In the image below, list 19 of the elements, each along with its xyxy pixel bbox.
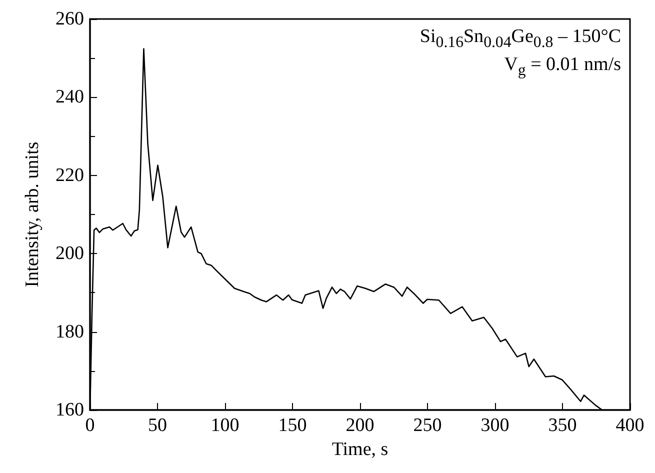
y-axis-title: Intensity, arb. units bbox=[22, 142, 43, 288]
x-axis-title: Time, s bbox=[332, 439, 388, 460]
x-tick-label: 350 bbox=[548, 415, 577, 436]
annotation: Si$_{0.16}$Sn$_{0.04}$Ge$_{0.8}$ – 150°C bbox=[420, 26, 621, 52]
y-tick-label: 240 bbox=[56, 86, 84, 108]
y-tick-label: 220 bbox=[56, 164, 84, 186]
x-tick-label: 150 bbox=[278, 415, 307, 436]
x-tick-label: 100 bbox=[210, 415, 240, 436]
y-tick-label: 180 bbox=[56, 321, 84, 342]
x-tick-label: 0 bbox=[85, 415, 95, 436]
annotation: V$_{g}$ = 0.01 nm/s bbox=[504, 54, 621, 80]
x-tick-label: 250 bbox=[413, 415, 442, 436]
y-tick-label: 260 bbox=[56, 8, 84, 30]
x-tick-label: 400 bbox=[616, 415, 644, 436]
x-tick-label: 300 bbox=[480, 415, 510, 436]
y-tick-label: 160 bbox=[56, 400, 84, 420]
x-tick-label: 50 bbox=[148, 415, 167, 436]
x-tick-label: 200 bbox=[346, 415, 374, 436]
y-tick-label: 200 bbox=[56, 243, 84, 264]
